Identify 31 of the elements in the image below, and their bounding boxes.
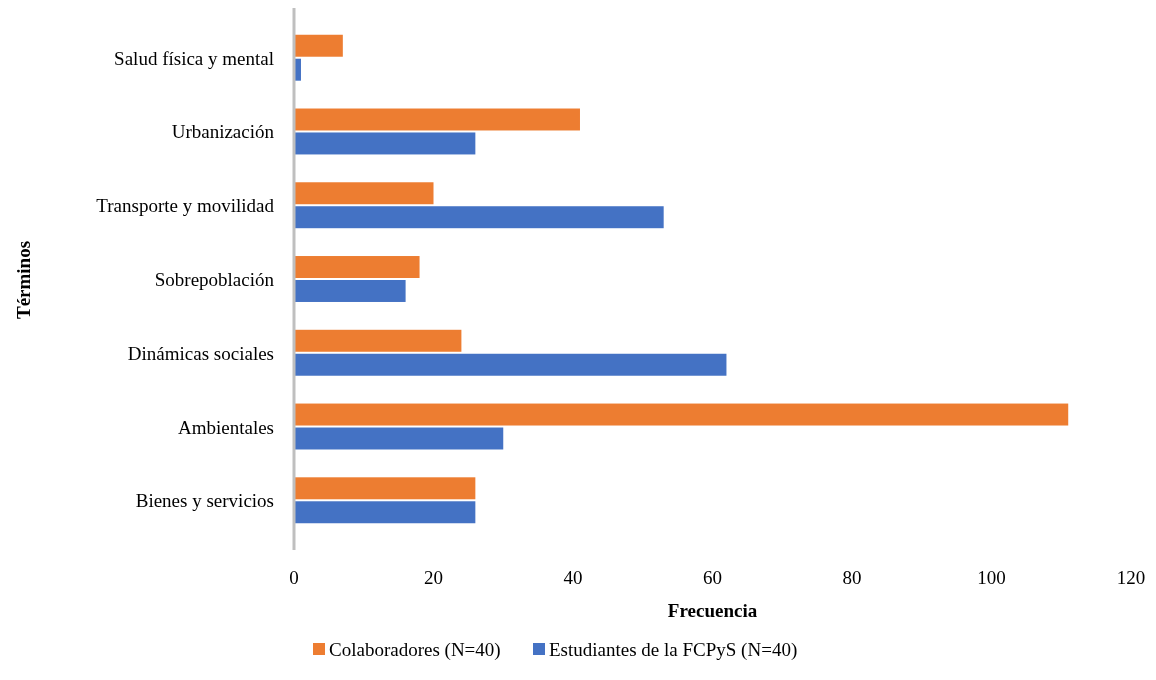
y-tick-label: Urbanización [171,121,275,143]
y-axis-title: Términos [13,240,34,320]
x-tick-label: 40 [563,567,583,588]
x-tick-label: 100 [977,567,1006,588]
bar [294,182,434,205]
x-tick-label: 20 [424,567,443,588]
y-tick-label: Ambientales [177,416,274,438]
bar [294,206,664,229]
y-tick-label: Sobrepoblación [154,269,275,290]
y-tick-label: Bienes y servicios [135,490,274,512]
bar [294,403,1069,426]
bar [294,353,727,376]
bar [294,477,476,500]
x-tick-label: 60 [703,567,722,588]
x-tick-label: 80 [842,567,862,588]
bar [294,108,580,131]
bar [294,427,504,450]
y-tick-label: Transporte y movilidad [96,195,275,217]
bar [294,329,462,352]
legend-label: Estudiantes de la FCPyS (N=40) [549,639,798,661]
legend-label: Colaboradores (N=40) [329,639,501,661]
y-tick-label: Salud física y mental [114,47,274,69]
y-tick-label: Dinámicas sociales [127,342,274,364]
bar [294,501,476,524]
bar [294,256,420,278]
bar [294,34,343,57]
x-tick-label: 120 [1116,567,1146,588]
x-axis-title: Frecuencia [667,600,758,621]
bar [294,132,476,155]
x-tick-label: 0 [289,567,299,588]
bar [294,280,406,302]
